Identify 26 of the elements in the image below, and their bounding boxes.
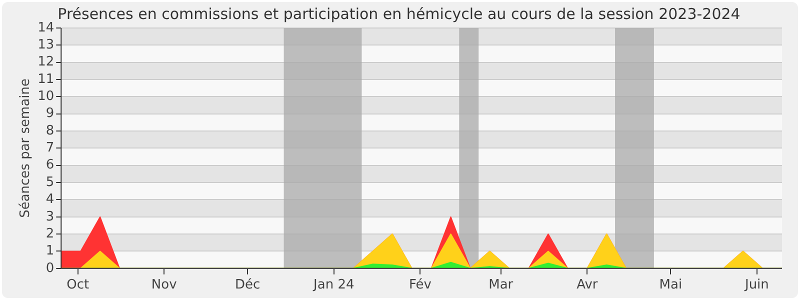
x-tick-label: Juin [744, 278, 769, 293]
x-tick-label: Nov [151, 278, 178, 293]
y-tick-label: 0 [46, 260, 54, 276]
y-tick-label: 12 [38, 54, 54, 70]
x-tick-label: Oct [66, 278, 90, 293]
y-tick-label: 10 [38, 89, 54, 104]
y-tick-label: 6 [46, 158, 54, 173]
y-tick-label: 4 [46, 192, 54, 208]
chart-title: Présences en commissions et participation en hémicycle au cours de la session 2023-2024 [58, 4, 740, 23]
y-tick-label: 13 [38, 38, 54, 53]
y-tick-label: 9 [46, 106, 54, 122]
x-tick-label: Fév [408, 278, 432, 293]
y-tick-label: 5 [46, 174, 54, 190]
x-tick-label: Mar [488, 278, 514, 293]
y-tick-label: 11 [38, 72, 54, 87]
y-tick-label: 1 [46, 244, 54, 259]
y-tick-label: 2 [46, 226, 54, 242]
y-axis-title: Séances par semaine [18, 78, 34, 218]
y-tick-label: 8 [46, 123, 54, 138]
x-tick-label: Déc [235, 278, 260, 293]
y-tick-label: 14 [38, 20, 54, 36]
x-tick-label: Avr [576, 278, 598, 293]
y-tick-label: 7 [46, 140, 54, 156]
x-tick-label: Jan 24 [312, 278, 354, 293]
y-tick-label: 3 [46, 209, 54, 224]
x-tick-label: Mai [659, 278, 682, 293]
